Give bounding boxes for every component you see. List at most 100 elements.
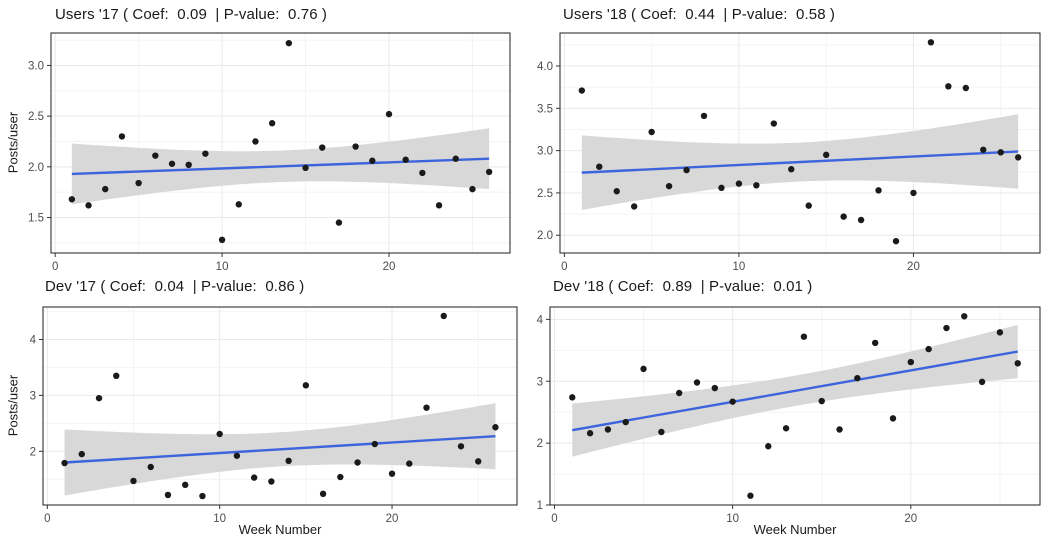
- data-point: [202, 150, 209, 157]
- data-point: [335, 219, 343, 226]
- y-tick-label: 1: [537, 500, 543, 512]
- data-point: [469, 185, 476, 193]
- data-point: [354, 459, 361, 466]
- data-point: [268, 120, 276, 127]
- trend-line: [572, 350, 1018, 432]
- data-point: [857, 216, 865, 224]
- panel-border: [549, 306, 1041, 506]
- data-point: [61, 459, 68, 467]
- x-tick-label: 10: [733, 261, 746, 273]
- data-point: [182, 481, 189, 489]
- data-point: [927, 39, 935, 46]
- data-point: [235, 201, 242, 208]
- y-tick-label: 1.5: [28, 213, 44, 225]
- subplot-users17: Users '17 ( Coef: 0.09 | P-value: 0.76 )…: [0, 0, 525, 274]
- y-tick-label: 2.5: [537, 188, 553, 200]
- data-point: [78, 450, 85, 458]
- data-point: [475, 458, 482, 465]
- data-point: [1014, 360, 1021, 367]
- data-point: [388, 470, 396, 477]
- data-point: [753, 182, 760, 189]
- data-point: [962, 84, 970, 92]
- data-point: [889, 415, 897, 422]
- plot-area-dev17: 0 10 20 2 3 4: [30, 306, 518, 525]
- y-tick-label: 2.5: [28, 111, 44, 123]
- data-point: [492, 424, 499, 431]
- plot-title-dev17: Dev '17 ( Coef: 0.04 | P-value: 0.86 ): [45, 278, 305, 295]
- data-point: [457, 443, 465, 450]
- data-point: [871, 339, 879, 347]
- y-tick-label: 2: [537, 438, 543, 450]
- x-tick-label: 0: [44, 513, 50, 525]
- data-point: [199, 492, 206, 500]
- data-point: [406, 460, 413, 467]
- data-point: [185, 161, 192, 168]
- data-point: [782, 425, 790, 432]
- data-point: [369, 157, 376, 164]
- data-point: [1014, 154, 1022, 161]
- data-point: [440, 312, 447, 320]
- y-tick-label: 3.5: [537, 103, 553, 115]
- subplot-dev17: Dev '17 ( Coef: 0.04 | P-value: 0.86 ) P…: [0, 274, 525, 548]
- x-tick-label: 10: [213, 513, 226, 525]
- data-point: [711, 384, 719, 392]
- data-point: [770, 120, 778, 127]
- x-tick-label: 10: [216, 261, 229, 273]
- data-point: [485, 168, 493, 176]
- data-point: [85, 202, 92, 209]
- data-point: [68, 196, 76, 203]
- trend-line: [71, 157, 490, 176]
- data-point: [665, 182, 673, 190]
- data-point: [997, 149, 1004, 156]
- trend-line: [64, 435, 496, 464]
- data-point: [978, 378, 986, 386]
- x-tick-label: 0: [52, 261, 58, 273]
- data-point: [164, 491, 172, 499]
- data-point: [925, 345, 932, 353]
- x-tick-label: 10: [726, 513, 739, 525]
- panel-border: [559, 32, 1041, 254]
- x-axis-title: Week Number: [238, 522, 322, 537]
- data-point: [875, 187, 882, 194]
- data-point: [586, 430, 594, 437]
- x-tick-label: 20: [904, 513, 917, 525]
- data-point: [945, 83, 952, 90]
- data-point: [135, 179, 142, 187]
- data-point: [907, 358, 915, 366]
- data-point: [765, 443, 772, 450]
- data-point: [840, 213, 847, 220]
- data-point: [319, 490, 327, 498]
- data-point: [285, 457, 292, 465]
- data-point: [252, 138, 259, 145]
- data-point: [371, 440, 378, 448]
- data-point: [700, 112, 708, 120]
- data-point: [648, 128, 655, 136]
- data-point: [729, 398, 736, 405]
- data-point: [747, 492, 754, 499]
- subplot-dev18: Dev '18 ( Coef: 0.89 | P-value: 0.01 ) 0…: [525, 274, 1051, 548]
- data-point: [302, 164, 309, 172]
- plot-title-users17: Users '17 ( Coef: 0.09 | P-value: 0.76 ): [55, 6, 328, 23]
- subplot-users18: Users '18 ( Coef: 0.44 | P-value: 0.58 )…: [525, 0, 1051, 274]
- data-point: [250, 474, 258, 481]
- data-point: [337, 473, 344, 481]
- y-tick-label: 4: [537, 314, 544, 326]
- data-point: [854, 374, 861, 382]
- data-point: [735, 180, 743, 187]
- data-point: [216, 430, 223, 438]
- data-point: [818, 397, 825, 405]
- data-point: [302, 382, 310, 389]
- data-point: [268, 478, 275, 485]
- plot-area-dev18: 0 10 20 1 2 3 4: [537, 306, 1041, 525]
- x-axis-title: Week Number: [753, 522, 837, 537]
- data-point: [800, 333, 808, 340]
- data-point: [385, 110, 393, 118]
- data-point: [147, 463, 154, 471]
- y-tick-label: 3: [537, 376, 543, 388]
- plot-title-dev18: Dev '18 ( Coef: 0.89 | P-value: 0.01 ): [553, 278, 813, 295]
- y-tick-label: 3: [30, 390, 36, 402]
- data-point: [613, 188, 620, 195]
- data-point: [980, 146, 987, 153]
- data-point: [118, 133, 126, 140]
